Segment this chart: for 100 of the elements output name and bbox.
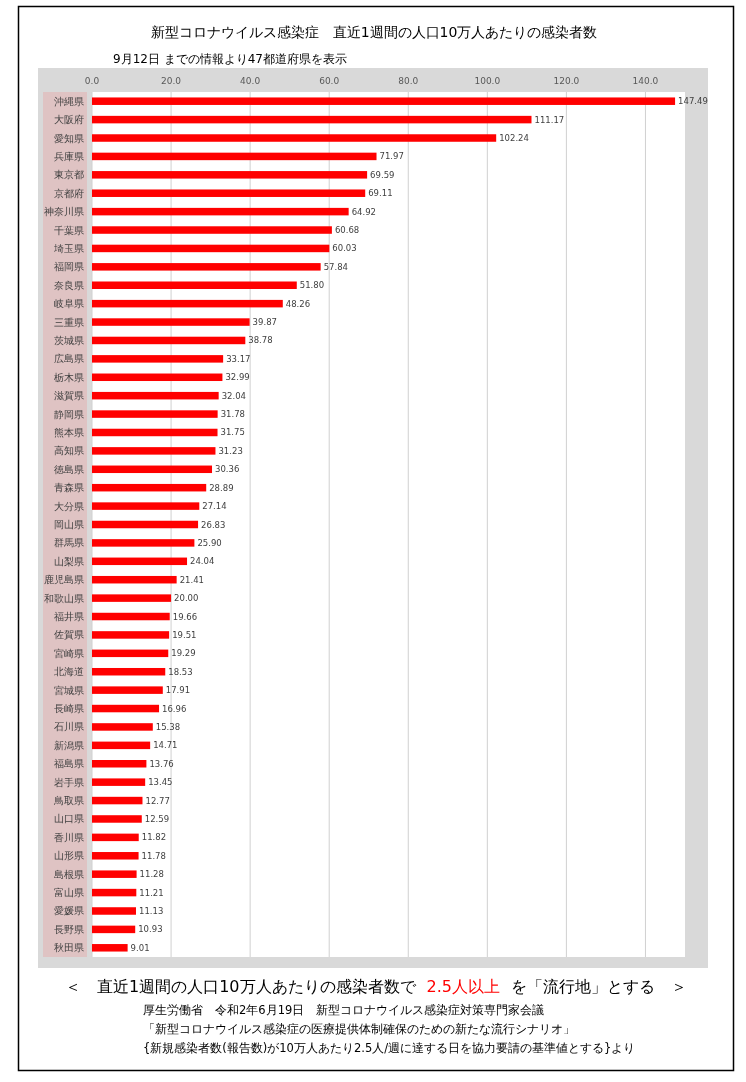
data-label: 11.21	[139, 887, 164, 898]
y-tick-label: 長崎県	[54, 703, 84, 715]
bar	[92, 428, 218, 437]
y-tick-label: 和歌山県	[44, 592, 84, 604]
x-tick-label: 140.0	[632, 76, 659, 86]
y-tick-label: 福井県	[54, 611, 84, 623]
data-label: 11.28	[139, 869, 164, 880]
bar	[92, 907, 136, 915]
bar	[92, 760, 147, 768]
y-tick-label: 徳島県	[54, 463, 84, 475]
data-label: 11.78	[141, 850, 166, 861]
bar	[92, 226, 332, 234]
bar	[92, 447, 216, 455]
y-tick-label: 群馬県	[54, 537, 84, 549]
y-tick-label: 埼玉県	[53, 242, 84, 254]
y-tick-label: 岡山県	[54, 519, 84, 530]
y-tick-label: 三重県	[54, 316, 84, 328]
data-label: 32.99	[225, 372, 250, 383]
bar	[92, 355, 224, 363]
x-tick-label: 20.0	[161, 76, 182, 86]
bar	[92, 557, 188, 566]
y-tick-label: 長野県	[54, 923, 84, 935]
data-label: 51.80	[299, 280, 325, 291]
bar	[92, 520, 199, 529]
data-label: 17.91	[165, 685, 191, 696]
bar	[92, 723, 153, 731]
bar	[92, 815, 142, 823]
data-label: 111.17	[534, 114, 565, 125]
bar	[92, 944, 128, 952]
data-label: 38.78	[248, 335, 273, 346]
data-label: 24.04	[190, 556, 215, 567]
y-tick-label: 愛媛県	[54, 905, 84, 917]
y-tick-label: 沖縄県	[54, 95, 84, 107]
data-label: 48.26	[285, 298, 311, 309]
bar	[92, 870, 137, 878]
data-label: 30.36	[215, 464, 240, 475]
bar	[92, 667, 166, 676]
y-tick-label: 福島県	[54, 758, 84, 770]
chart-subtitle: 9月12日 までの情報より47都道府県を表示	[113, 52, 347, 66]
bar	[92, 539, 195, 547]
data-label: 69.59	[370, 169, 395, 180]
y-tick-label: 東京都	[54, 169, 84, 181]
y-tick-label: 神奈川県	[44, 206, 84, 218]
bar	[92, 575, 177, 584]
data-label: 31.75	[220, 427, 245, 438]
bar	[92, 171, 368, 179]
bar	[92, 686, 163, 694]
data-label: 10.93	[138, 924, 163, 935]
y-tick-label: 岩手県	[54, 776, 84, 788]
data-label: 60.68	[334, 225, 360, 236]
data-label: 16.96	[162, 703, 187, 714]
data-label: 26.83	[201, 519, 226, 530]
bar	[92, 336, 246, 345]
data-label: 57.84	[323, 261, 348, 272]
bar	[92, 502, 200, 510]
data-label: 69.11	[368, 188, 393, 199]
data-label: 71.97	[379, 151, 404, 162]
bar	[92, 483, 207, 492]
data-label: 28.89	[209, 482, 234, 493]
y-tick-label: 広島県	[54, 353, 84, 365]
y-tick-label: 奈良県	[54, 279, 84, 291]
data-label: 12.59	[144, 813, 170, 824]
y-tick-label: 佐賀県	[54, 629, 84, 641]
y-tick-label: 栃木県	[54, 371, 84, 383]
bar	[92, 925, 136, 934]
data-label: 33.17	[226, 353, 251, 364]
x-tick-label: 80.0	[398, 76, 419, 86]
bar	[92, 97, 676, 105]
bar	[92, 465, 213, 474]
y-tick-label: 山形県	[54, 850, 84, 862]
x-tick-label: 40.0	[240, 76, 261, 86]
data-label: 27.14	[202, 501, 227, 512]
x-tick-label: 100.0	[474, 76, 501, 86]
y-tick-label: 新潟県	[54, 739, 84, 751]
y-tick-label: 石川県	[54, 721, 84, 733]
y-tick-label: 大分県	[54, 500, 84, 512]
data-label: 31.78	[220, 409, 245, 420]
bar	[92, 704, 160, 713]
y-tick-label: 香川県	[54, 831, 84, 843]
y-tick-label: 島根県	[54, 868, 84, 880]
bar	[92, 833, 139, 842]
bar	[92, 318, 250, 326]
data-label: 25.90	[197, 537, 222, 548]
data-label: 31.23	[218, 445, 243, 456]
x-tick-label: 60.0	[319, 76, 340, 86]
data-label: 21.41	[179, 574, 204, 585]
y-tick-label: 北海道	[54, 666, 84, 678]
y-tick-label: 宮崎県	[54, 647, 84, 659]
bar	[92, 263, 321, 271]
data-label: 11.82	[141, 832, 167, 843]
data-label: 20.00	[174, 593, 199, 604]
bar	[92, 649, 169, 658]
data-label: 19.29	[171, 648, 196, 659]
data-label: 64.92	[351, 206, 376, 217]
data-label: 19.51	[172, 629, 197, 640]
y-tick-label: 鳥取県	[53, 795, 84, 807]
y-tick-label: 高知県	[54, 445, 84, 457]
text: ＜ 直近1週間の人口10万人あたりの感染者数で	[65, 977, 417, 996]
data-label: 32.04	[221, 390, 247, 401]
data-label: 19.66	[172, 611, 198, 622]
